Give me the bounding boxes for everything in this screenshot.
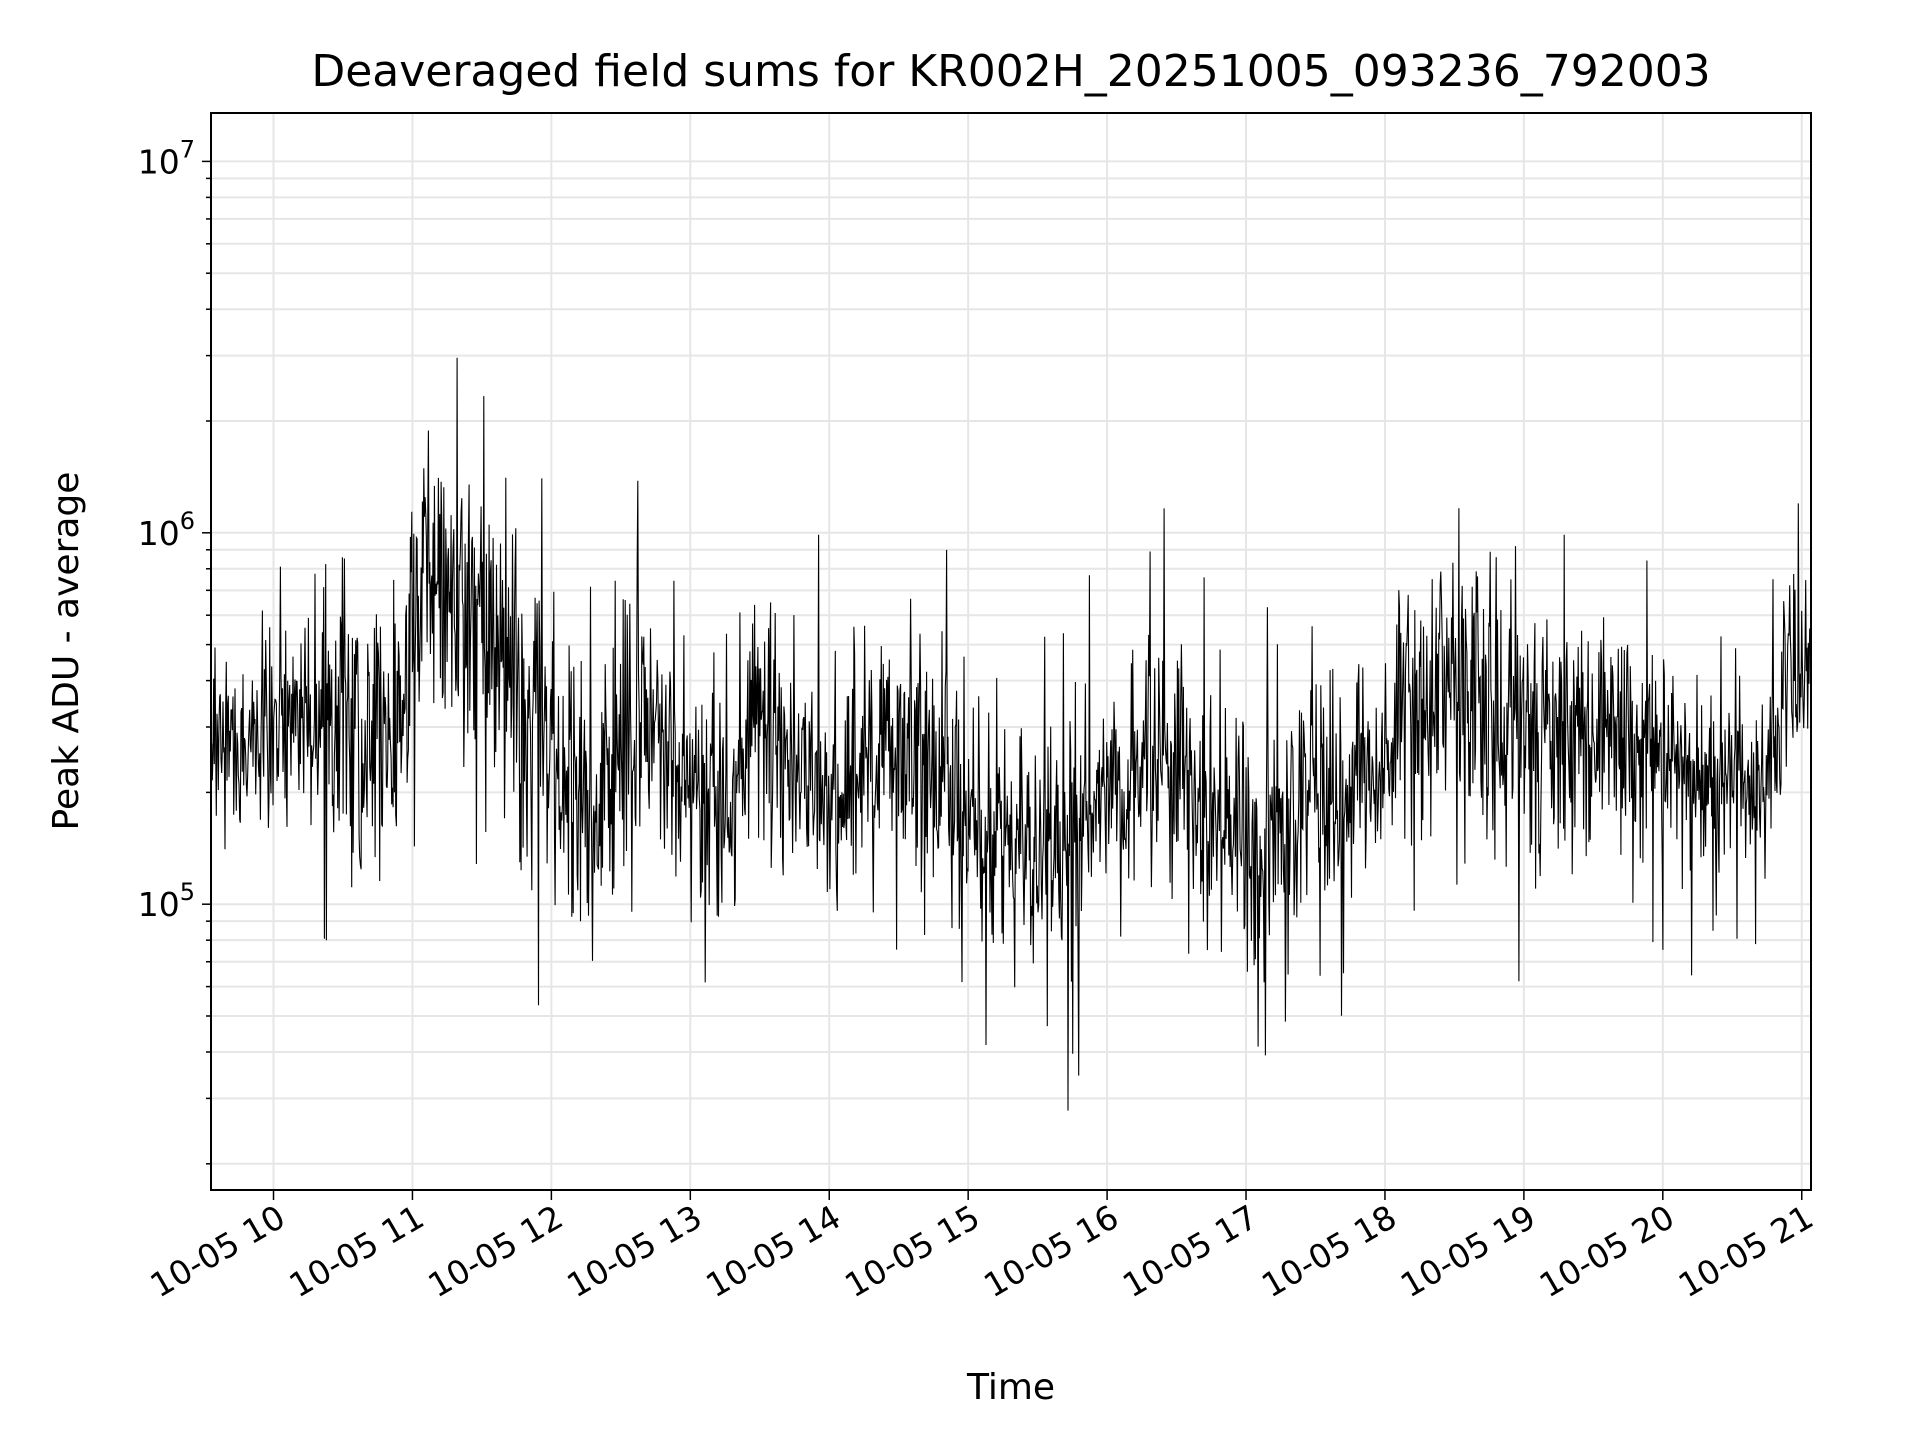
plot-frame	[210, 112, 1812, 1191]
y-tick-label: 106	[138, 507, 195, 553]
series-layer	[210, 357, 1812, 1111]
y-tick-label-exponent: 6	[180, 507, 195, 535]
y-axis-label: Peak ADU - average	[46, 472, 87, 831]
y-tick-label: 107	[138, 135, 195, 181]
y-tick-label-exponent: 7	[180, 135, 195, 163]
y-tick-label-base: 10	[138, 142, 180, 181]
y-tick-label-base: 10	[138, 885, 180, 924]
chart-title: Deaveraged field sums for KR002H_2025100…	[311, 46, 1710, 97]
series-line	[210, 357, 1812, 1111]
x-axis-label: Time	[966, 1367, 1055, 1408]
y-tick-label-exponent: 5	[180, 878, 195, 906]
y-tick-label: 105	[138, 878, 195, 924]
y-tick-label-base: 10	[138, 514, 180, 553]
